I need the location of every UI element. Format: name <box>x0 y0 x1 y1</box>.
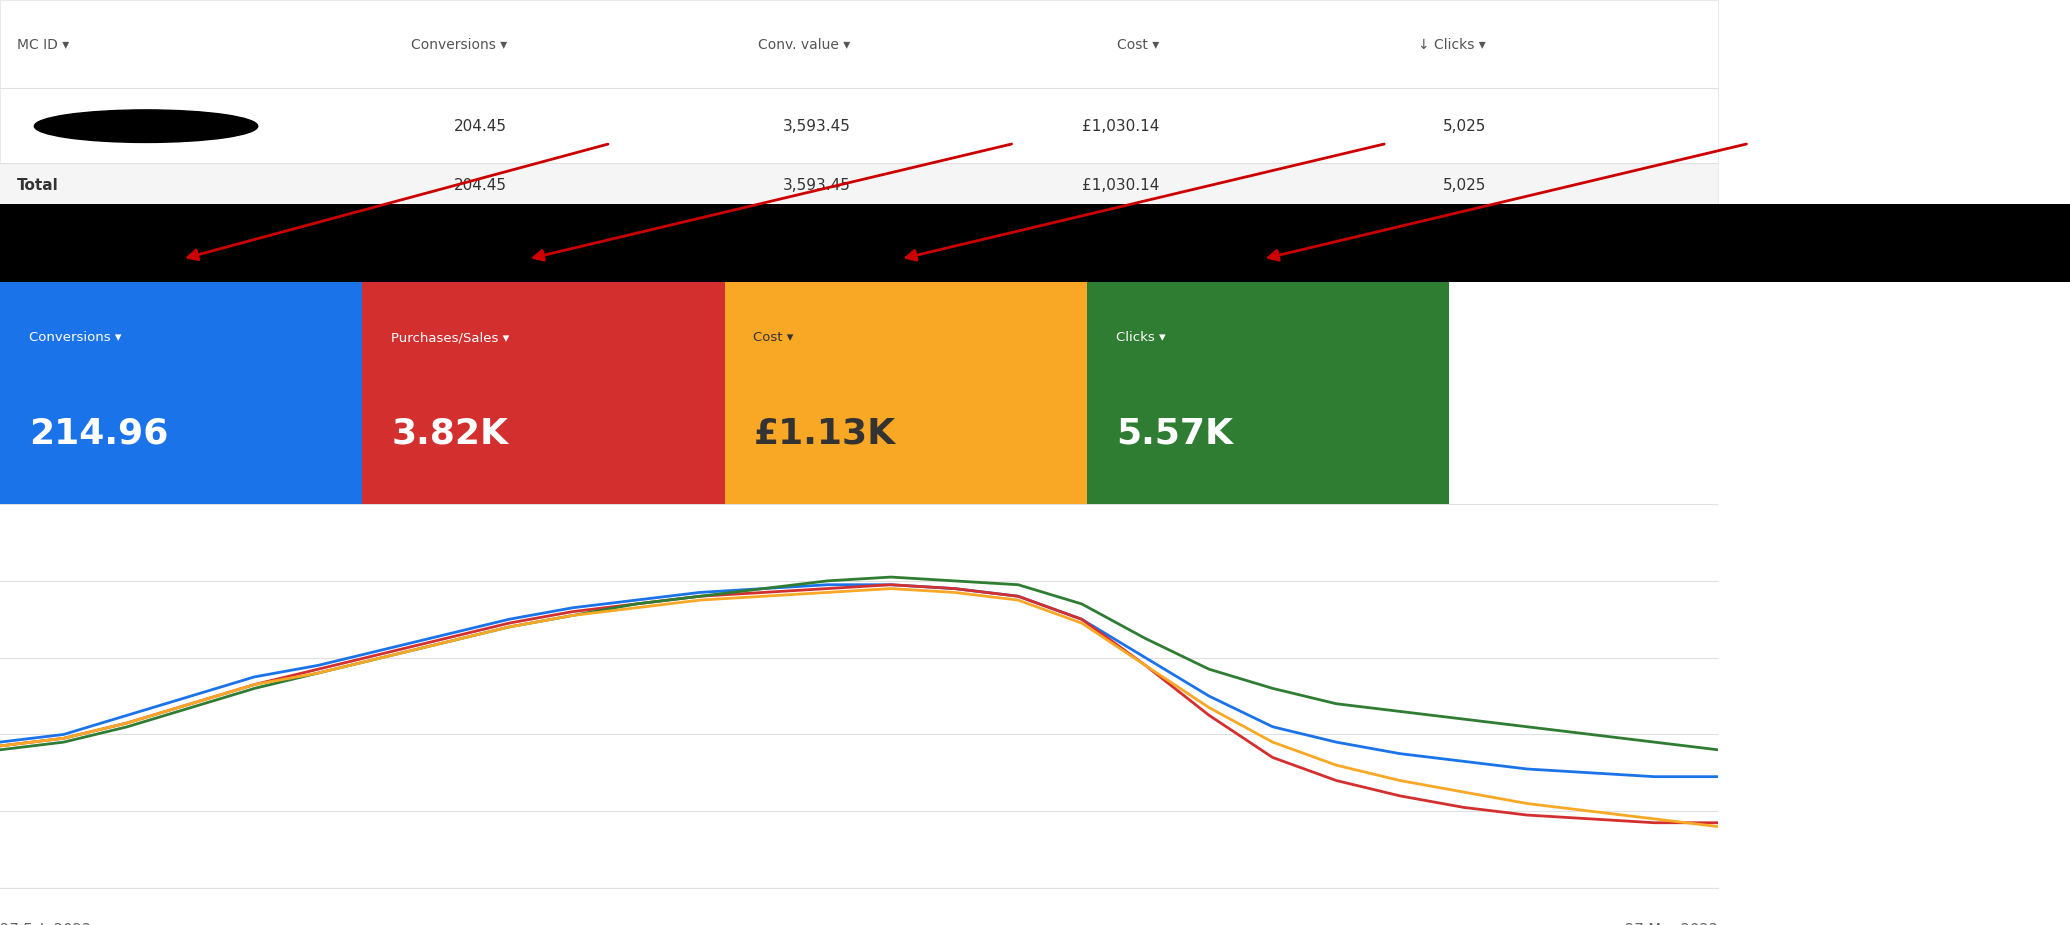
Text: ↓ Clicks ▾: ↓ Clicks ▾ <box>1418 38 1486 52</box>
Text: 204.45: 204.45 <box>453 178 507 192</box>
FancyBboxPatch shape <box>724 282 1087 504</box>
Text: 204.45: 204.45 <box>453 118 507 134</box>
FancyArrowPatch shape <box>907 144 1385 260</box>
FancyBboxPatch shape <box>0 204 2070 282</box>
Text: £1,030.14: £1,030.14 <box>1083 118 1159 134</box>
Text: 3,593.45: 3,593.45 <box>782 118 851 134</box>
FancyArrowPatch shape <box>188 144 609 260</box>
Text: £1,030.14: £1,030.14 <box>1083 178 1159 192</box>
FancyBboxPatch shape <box>0 282 362 504</box>
Text: 5,025: 5,025 <box>1443 118 1486 134</box>
Text: £1.13K: £1.13K <box>753 416 896 450</box>
FancyArrowPatch shape <box>534 144 1012 260</box>
Text: 3,593.45: 3,593.45 <box>782 178 851 192</box>
Ellipse shape <box>35 110 259 142</box>
Text: Conv. value ▾: Conv. value ▾ <box>758 38 851 52</box>
Text: 27 Mar 2023: 27 Mar 2023 <box>1625 922 1718 925</box>
FancyBboxPatch shape <box>0 163 1718 204</box>
FancyArrowPatch shape <box>1269 144 1747 260</box>
Text: Clicks ▾: Clicks ▾ <box>1116 331 1165 344</box>
Text: Cost ▾: Cost ▾ <box>1118 38 1159 52</box>
Text: Conversions ▾: Conversions ▾ <box>29 331 122 344</box>
FancyBboxPatch shape <box>0 0 1718 204</box>
Text: Purchases/Sales ▾: Purchases/Sales ▾ <box>391 331 509 344</box>
Text: Total: Total <box>17 178 58 192</box>
Text: 27 Feb 2023: 27 Feb 2023 <box>0 922 91 925</box>
FancyBboxPatch shape <box>1087 282 1449 504</box>
Text: Cost ▾: Cost ▾ <box>753 331 795 344</box>
Text: 5.57K: 5.57K <box>1116 416 1234 450</box>
Text: 214.96: 214.96 <box>29 416 168 450</box>
Text: MC ID ▾: MC ID ▾ <box>17 38 70 52</box>
Text: Conversions ▾: Conversions ▾ <box>410 38 507 52</box>
Text: 3.82K: 3.82K <box>391 416 509 450</box>
Text: 5,025: 5,025 <box>1443 178 1486 192</box>
FancyBboxPatch shape <box>362 282 724 504</box>
